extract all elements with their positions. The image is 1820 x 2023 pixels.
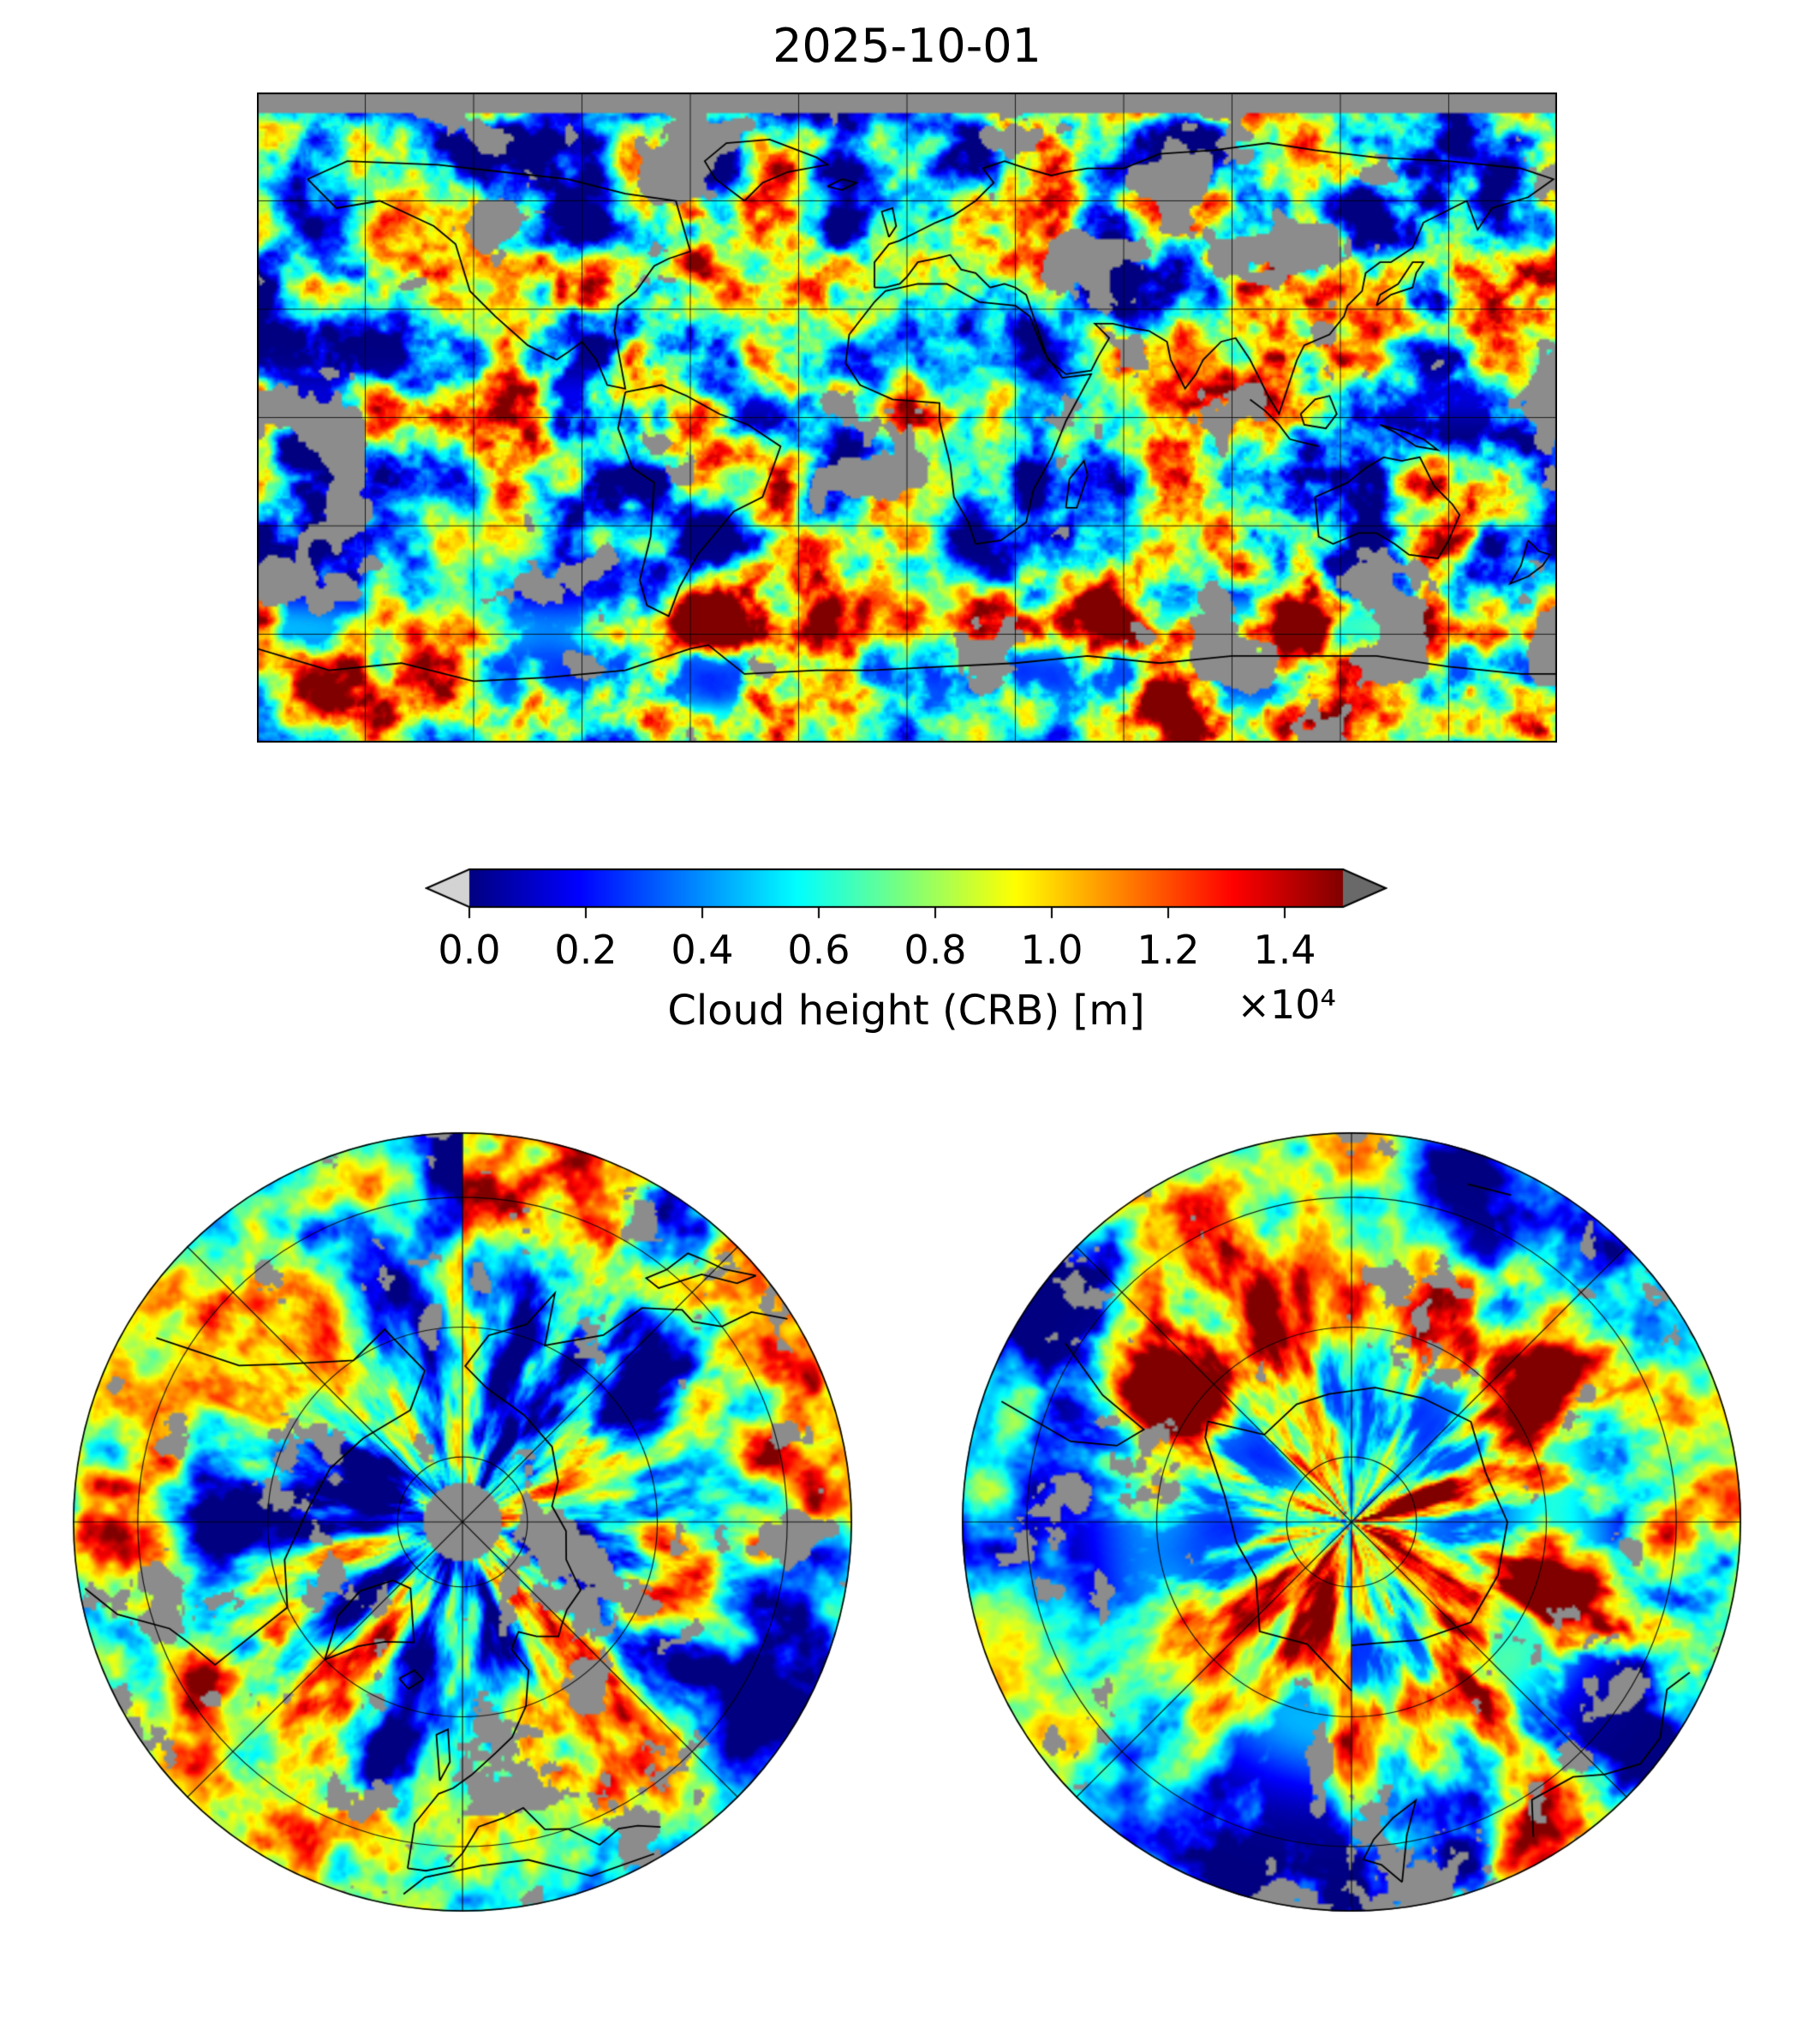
- colorbar-tick-label: 0.2: [554, 927, 618, 973]
- colorbar-label: Cloud height (CRB) [m]: [667, 987, 1145, 1035]
- colorbar-tick-label: 0.4: [671, 927, 734, 973]
- colorbar-tick-label: 1.2: [1137, 927, 1200, 973]
- south-polar-map-canvas: [958, 1128, 1745, 1916]
- colorbar-canvas: [425, 868, 1387, 922]
- colorbar-ticks: 0.0 0.2 0.4 0.6 0.8 1.0 1.2 1.4: [425, 927, 1387, 976]
- colorbar-tick-label: 1.0: [1020, 927, 1083, 973]
- colorbar-tick-label: 1.4: [1253, 927, 1316, 973]
- plot-title: 2025-10-01: [773, 19, 1041, 73]
- colorbar-tick-label: 0.6: [787, 927, 850, 973]
- colorbar-tick-label: 0.8: [904, 927, 967, 973]
- global-map-canvas: [257, 92, 1557, 743]
- colorbar-tick-label: 0.0: [438, 927, 501, 973]
- colorbar-offset-text: ×10⁴: [1237, 982, 1336, 1028]
- north-polar-map-canvas: [69, 1128, 856, 1916]
